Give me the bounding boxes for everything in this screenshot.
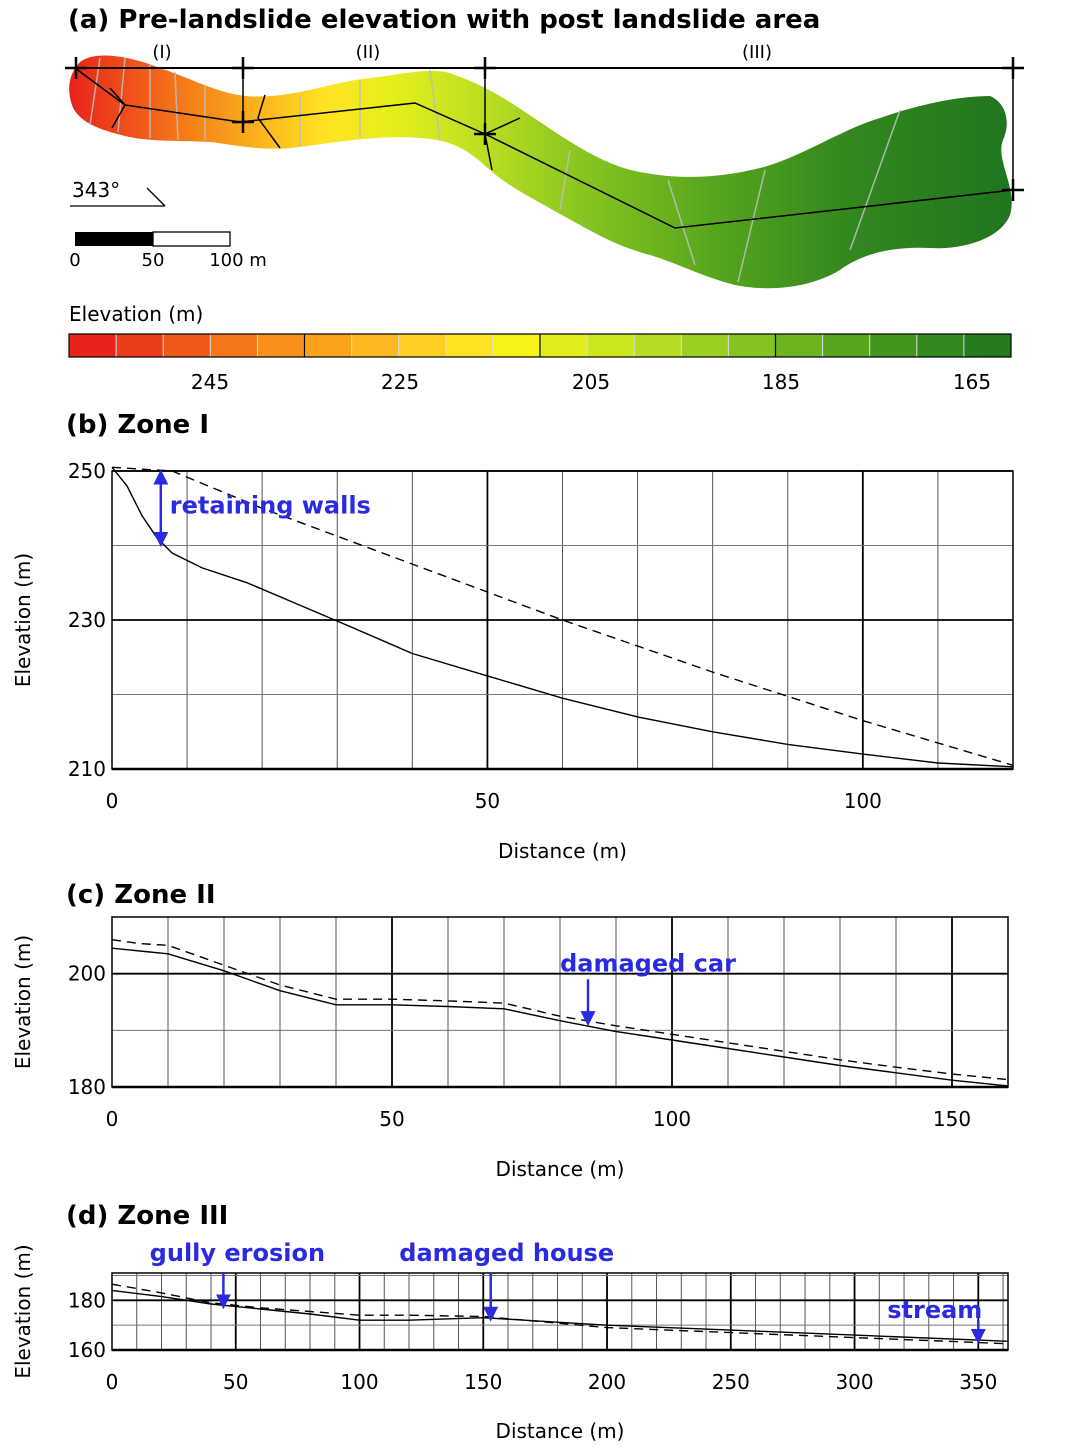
x-tick-label: 0 bbox=[106, 789, 119, 813]
direction-indicator: 343° bbox=[70, 178, 166, 207]
x-tick-label: 50 bbox=[475, 789, 500, 813]
zone-label-1: (I) bbox=[152, 42, 171, 63]
legend-swatch bbox=[587, 334, 635, 357]
x-tick-label: 100 bbox=[844, 789, 882, 813]
x-tick-label: 350 bbox=[959, 1370, 997, 1394]
post-landslide-profile-line bbox=[111, 1289, 1009, 1342]
legend-ticks: 245 225 205 185 165 bbox=[191, 370, 991, 394]
y-axis-label: Elevation (m) bbox=[11, 1244, 35, 1378]
y-tick-label: 160 bbox=[68, 1338, 106, 1362]
x-tick-label: 0 bbox=[106, 1370, 119, 1394]
annotation-label: damaged car bbox=[560, 949, 736, 977]
x-axis-label: Distance (m) bbox=[498, 839, 627, 863]
plot-frame bbox=[111, 1272, 1009, 1351]
scale-label-100: 100 m bbox=[209, 250, 267, 271]
panel-a: (a) Pre-landslide elevation with post la… bbox=[65, 5, 1024, 394]
legend-swatch bbox=[540, 334, 588, 357]
pre-landslide-profile-line bbox=[111, 939, 1009, 1081]
legend-swatch bbox=[634, 334, 682, 357]
contour-lines bbox=[89, 57, 901, 283]
legend-swatch bbox=[445, 334, 494, 357]
x-tick-label: 50 bbox=[223, 1370, 248, 1394]
x-tick-label: 100 bbox=[653, 1107, 691, 1131]
legend-tick-245: 245 bbox=[191, 370, 229, 394]
annotation-label: retaining walls bbox=[170, 492, 371, 520]
zone-label-2: (II) bbox=[356, 42, 381, 63]
pre-landslide-profile-line bbox=[111, 466, 1014, 766]
legend-frame bbox=[68, 333, 1012, 358]
legend-swatch bbox=[257, 334, 305, 357]
x-tick-label: 100 bbox=[340, 1370, 378, 1394]
y-tick-label: 250 bbox=[68, 459, 106, 483]
direction-label: 343° bbox=[72, 178, 120, 202]
legend-swatch bbox=[398, 334, 447, 357]
annotation-label: damaged house bbox=[399, 1239, 614, 1267]
legend-swatch bbox=[210, 334, 258, 357]
legend-tick-225: 225 bbox=[381, 370, 419, 394]
x-tick-label: 150 bbox=[933, 1107, 971, 1131]
legend-swatch bbox=[822, 334, 871, 357]
zone-markers bbox=[65, 57, 1024, 201]
landslide-map bbox=[69, 55, 1012, 289]
x-tick-label: 300 bbox=[835, 1370, 873, 1394]
legend-swatch bbox=[681, 334, 729, 357]
y-tick-label: 180 bbox=[68, 1288, 106, 1312]
scale-label-0: 0 bbox=[69, 250, 80, 271]
legend-swatch bbox=[69, 334, 117, 357]
panel-a-title: (a) Pre-landslide elevation with post la… bbox=[68, 5, 820, 35]
x-tick-label: 0 bbox=[106, 1107, 119, 1131]
y-tick-label: 210 bbox=[68, 757, 106, 781]
chart-zone-2: (c) Zone II 0 50 100 150 180 200 Distance (m) El… bbox=[11, 880, 1009, 1181]
scale-bar: 0 50 100 m bbox=[69, 231, 267, 271]
elevation-legend-bar bbox=[68, 333, 1012, 358]
legend-swatch bbox=[351, 334, 400, 357]
y-axis-label: Elevation (m) bbox=[11, 553, 35, 687]
y-axis-label: Elevation (m) bbox=[11, 935, 35, 1069]
chart-zone-1: (b) Zone I 0 50 100 210 230 250 Distance (m) Ele… bbox=[11, 410, 1014, 863]
post-landslide-profile-line bbox=[111, 947, 1009, 1087]
legend-swatch bbox=[492, 334, 541, 357]
legend-tick-165: 165 bbox=[953, 370, 991, 394]
legend-tick-205: 205 bbox=[572, 370, 610, 394]
legend-swatch bbox=[869, 334, 918, 357]
annotation-label: stream bbox=[887, 1296, 982, 1324]
x-tick-label: 50 bbox=[379, 1107, 404, 1131]
legend-swatch bbox=[916, 334, 965, 357]
x-tick-label: 250 bbox=[712, 1370, 750, 1394]
x-tick-label: 150 bbox=[464, 1370, 502, 1394]
scale-label-50: 50 bbox=[142, 250, 165, 271]
legend-swatch bbox=[163, 334, 211, 357]
legend-title: Elevation (m) bbox=[69, 302, 203, 326]
chart-zone-3: (d) Zone III 0 50 100 150 200 250 300 350 160 180 D… bbox=[11, 1201, 1009, 1443]
x-tick-label: 200 bbox=[588, 1370, 626, 1394]
y-tick-label: 230 bbox=[68, 608, 106, 632]
y-tick-label: 180 bbox=[68, 1075, 106, 1099]
legend-swatch bbox=[963, 334, 1012, 357]
legend-swatch bbox=[775, 334, 824, 357]
y-tick-label: 200 bbox=[68, 962, 106, 986]
chart-title: (b) Zone I bbox=[66, 410, 209, 440]
chart-title: (c) Zone II bbox=[66, 880, 216, 910]
pre-landslide-profile-line bbox=[111, 1283, 1009, 1345]
x-axis-label: Distance (m) bbox=[496, 1419, 625, 1443]
x-axis-label: Distance (m) bbox=[496, 1157, 625, 1181]
chart-title: (d) Zone III bbox=[66, 1201, 228, 1231]
legend-swatch bbox=[304, 334, 353, 357]
zone-label-3: (III) bbox=[742, 42, 772, 63]
legend-tick-185: 185 bbox=[762, 370, 800, 394]
annotation-label: gully erosion bbox=[150, 1239, 325, 1267]
legend-swatch bbox=[728, 334, 776, 357]
legend-swatch bbox=[116, 334, 164, 357]
